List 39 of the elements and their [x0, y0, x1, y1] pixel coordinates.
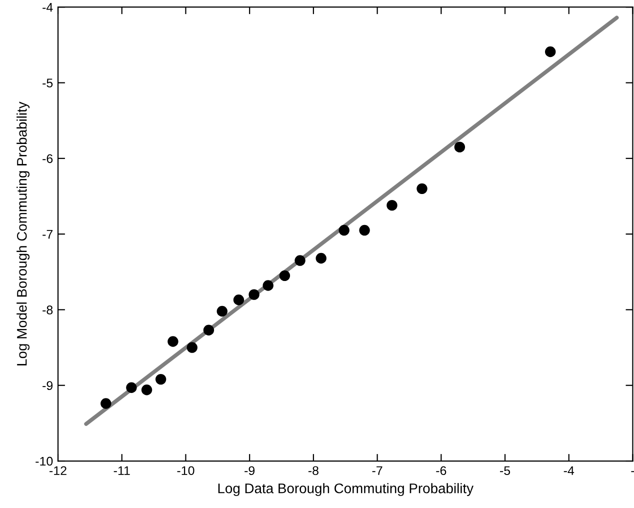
point: [454, 142, 466, 152]
y-tick-label: -7: [42, 230, 53, 239]
point: [338, 224, 350, 236]
point: [155, 374, 166, 385]
y-axis-title: Log Model Borough Commuting Probability: [16, 102, 30, 366]
point: [262, 280, 274, 291]
x-tick-label: -11: [114, 466, 130, 475]
point: [168, 336, 178, 347]
y-tick-label: -10: [36, 456, 53, 466]
y-tick-label: -5: [42, 78, 53, 88]
point: [279, 270, 290, 282]
point: [141, 384, 152, 396]
x-tick-label: -6: [436, 466, 446, 476]
point: [126, 382, 137, 393]
x-tick-label: -8: [308, 466, 318, 476]
x-tick-label: -: [631, 471, 634, 472]
x-tick-label: -7: [372, 466, 382, 475]
x-tick-label: -4: [564, 466, 574, 475]
point: [186, 342, 198, 353]
x-tick-label: -10: [177, 466, 194, 476]
point: [100, 398, 112, 409]
point: [359, 224, 370, 236]
point: [545, 46, 556, 58]
x-tick-label: -12: [50, 466, 66, 475]
point: [203, 324, 214, 336]
point: [386, 200, 398, 211]
point: [294, 255, 306, 266]
point: [233, 294, 244, 306]
point: [416, 183, 428, 194]
point: [248, 289, 260, 300]
x-axis-title: Log Data Borough Commuting Probability: [218, 483, 474, 496]
y-tick-label: -9: [42, 381, 53, 390]
x-tick-label: -5: [500, 466, 510, 476]
point: [316, 252, 326, 264]
point: [216, 306, 228, 317]
y-tick-label: -4: [42, 3, 53, 12]
y-tick-label: -8: [42, 306, 53, 314]
x-tick-label: -9: [244, 466, 255, 476]
y-tick-label: -6: [42, 154, 53, 164]
